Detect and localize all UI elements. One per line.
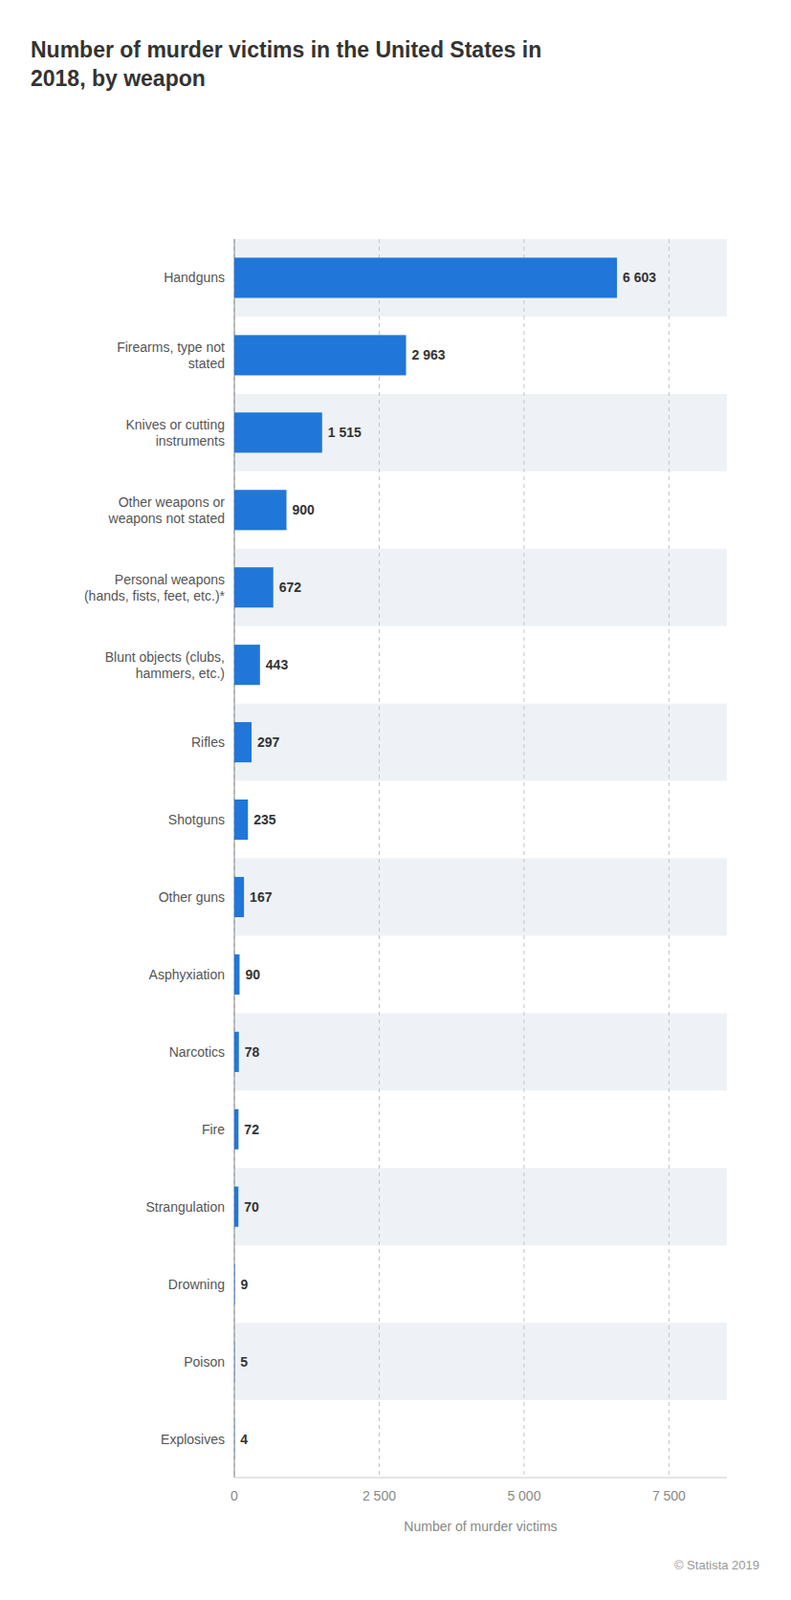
category-label: Blunt objects (clubs,hammers, etc.) (105, 649, 225, 682)
data-label: 90 (244, 966, 261, 983)
row-band (234, 549, 727, 627)
row-band (234, 239, 727, 317)
tick-label: 2 500 (362, 1488, 396, 1504)
data-label: 900 (292, 502, 316, 518)
annotation: © Statista 2019 (674, 1558, 760, 1573)
data-label: 235 (253, 812, 277, 828)
bar (234, 877, 244, 918)
row-bands (234, 239, 727, 1401)
bar (234, 1418, 236, 1459)
data-label: 9 (241, 1276, 249, 1293)
row-band (234, 703, 727, 782)
category-label: Personal weapons(hands, fists, feet, etc… (84, 571, 226, 604)
bar (234, 1341, 236, 1383)
category-label: Other guns (158, 889, 225, 905)
row-band (234, 1167, 727, 1246)
bar (234, 489, 287, 530)
data-label: 5 (240, 1354, 248, 1370)
bar (234, 412, 323, 453)
bar (234, 1264, 236, 1305)
category-label: Drowning (168, 1276, 225, 1293)
background (0, 0, 791, 1600)
category-label: Other weapons orweapons not stated (108, 494, 226, 527)
data-label: 1 515 (328, 424, 362, 440)
x-axis-line (234, 1477, 727, 1479)
row-band (234, 1322, 727, 1401)
data-label: 443 (265, 657, 289, 673)
category-label: Shotguns (168, 812, 225, 828)
data-label: 4 (240, 1431, 248, 1448)
category-label: Firearms, type notstated (116, 339, 225, 372)
bar (234, 722, 252, 763)
category-label: Asphyxiation (149, 966, 225, 983)
bar (234, 799, 248, 840)
data-label: 2 963 (412, 347, 446, 363)
bar (234, 954, 240, 995)
data-label: 72 (243, 1121, 260, 1138)
category-label: Poison (183, 1354, 225, 1370)
tick-label: 5 000 (506, 1488, 541, 1504)
bar (234, 1186, 239, 1228)
bar (234, 1109, 239, 1150)
grid-line (523, 239, 525, 1478)
grid (234, 239, 669, 1478)
bars (234, 257, 617, 1459)
data-label: 70 (243, 1199, 260, 1215)
chart: Number of murder victims in the United S… (0, 0, 791, 1600)
grid-line (378, 239, 380, 1478)
data-label: 672 (279, 579, 303, 595)
data-label: 167 (249, 889, 273, 905)
category-label: Rifles (191, 734, 225, 750)
title: Number of murder victims in the United S… (30, 37, 542, 91)
bar (234, 257, 617, 298)
row-band (234, 1012, 727, 1091)
category-label: Explosives (160, 1431, 225, 1448)
tick-label: 0 (230, 1488, 239, 1504)
x-axis-label: Number of murder victims (403, 1518, 557, 1535)
bar (234, 1032, 240, 1073)
tick-label: 7 500 (652, 1488, 686, 1504)
category-label: Knives or cuttinginstruments (126, 417, 226, 449)
category-label: Fire (201, 1121, 225, 1138)
bar (234, 644, 261, 685)
bar (234, 334, 407, 375)
data-label: 78 (244, 1044, 261, 1060)
data-label: 6 603 (622, 269, 657, 286)
row-band (234, 858, 727, 937)
category-label: Handguns (163, 269, 225, 286)
category-label: Strangulation (145, 1199, 225, 1215)
data-label: 297 (257, 734, 281, 750)
grid-line (668, 239, 670, 1478)
bar (234, 567, 274, 608)
category-label: Narcotics (169, 1044, 225, 1060)
row-band (234, 394, 727, 472)
